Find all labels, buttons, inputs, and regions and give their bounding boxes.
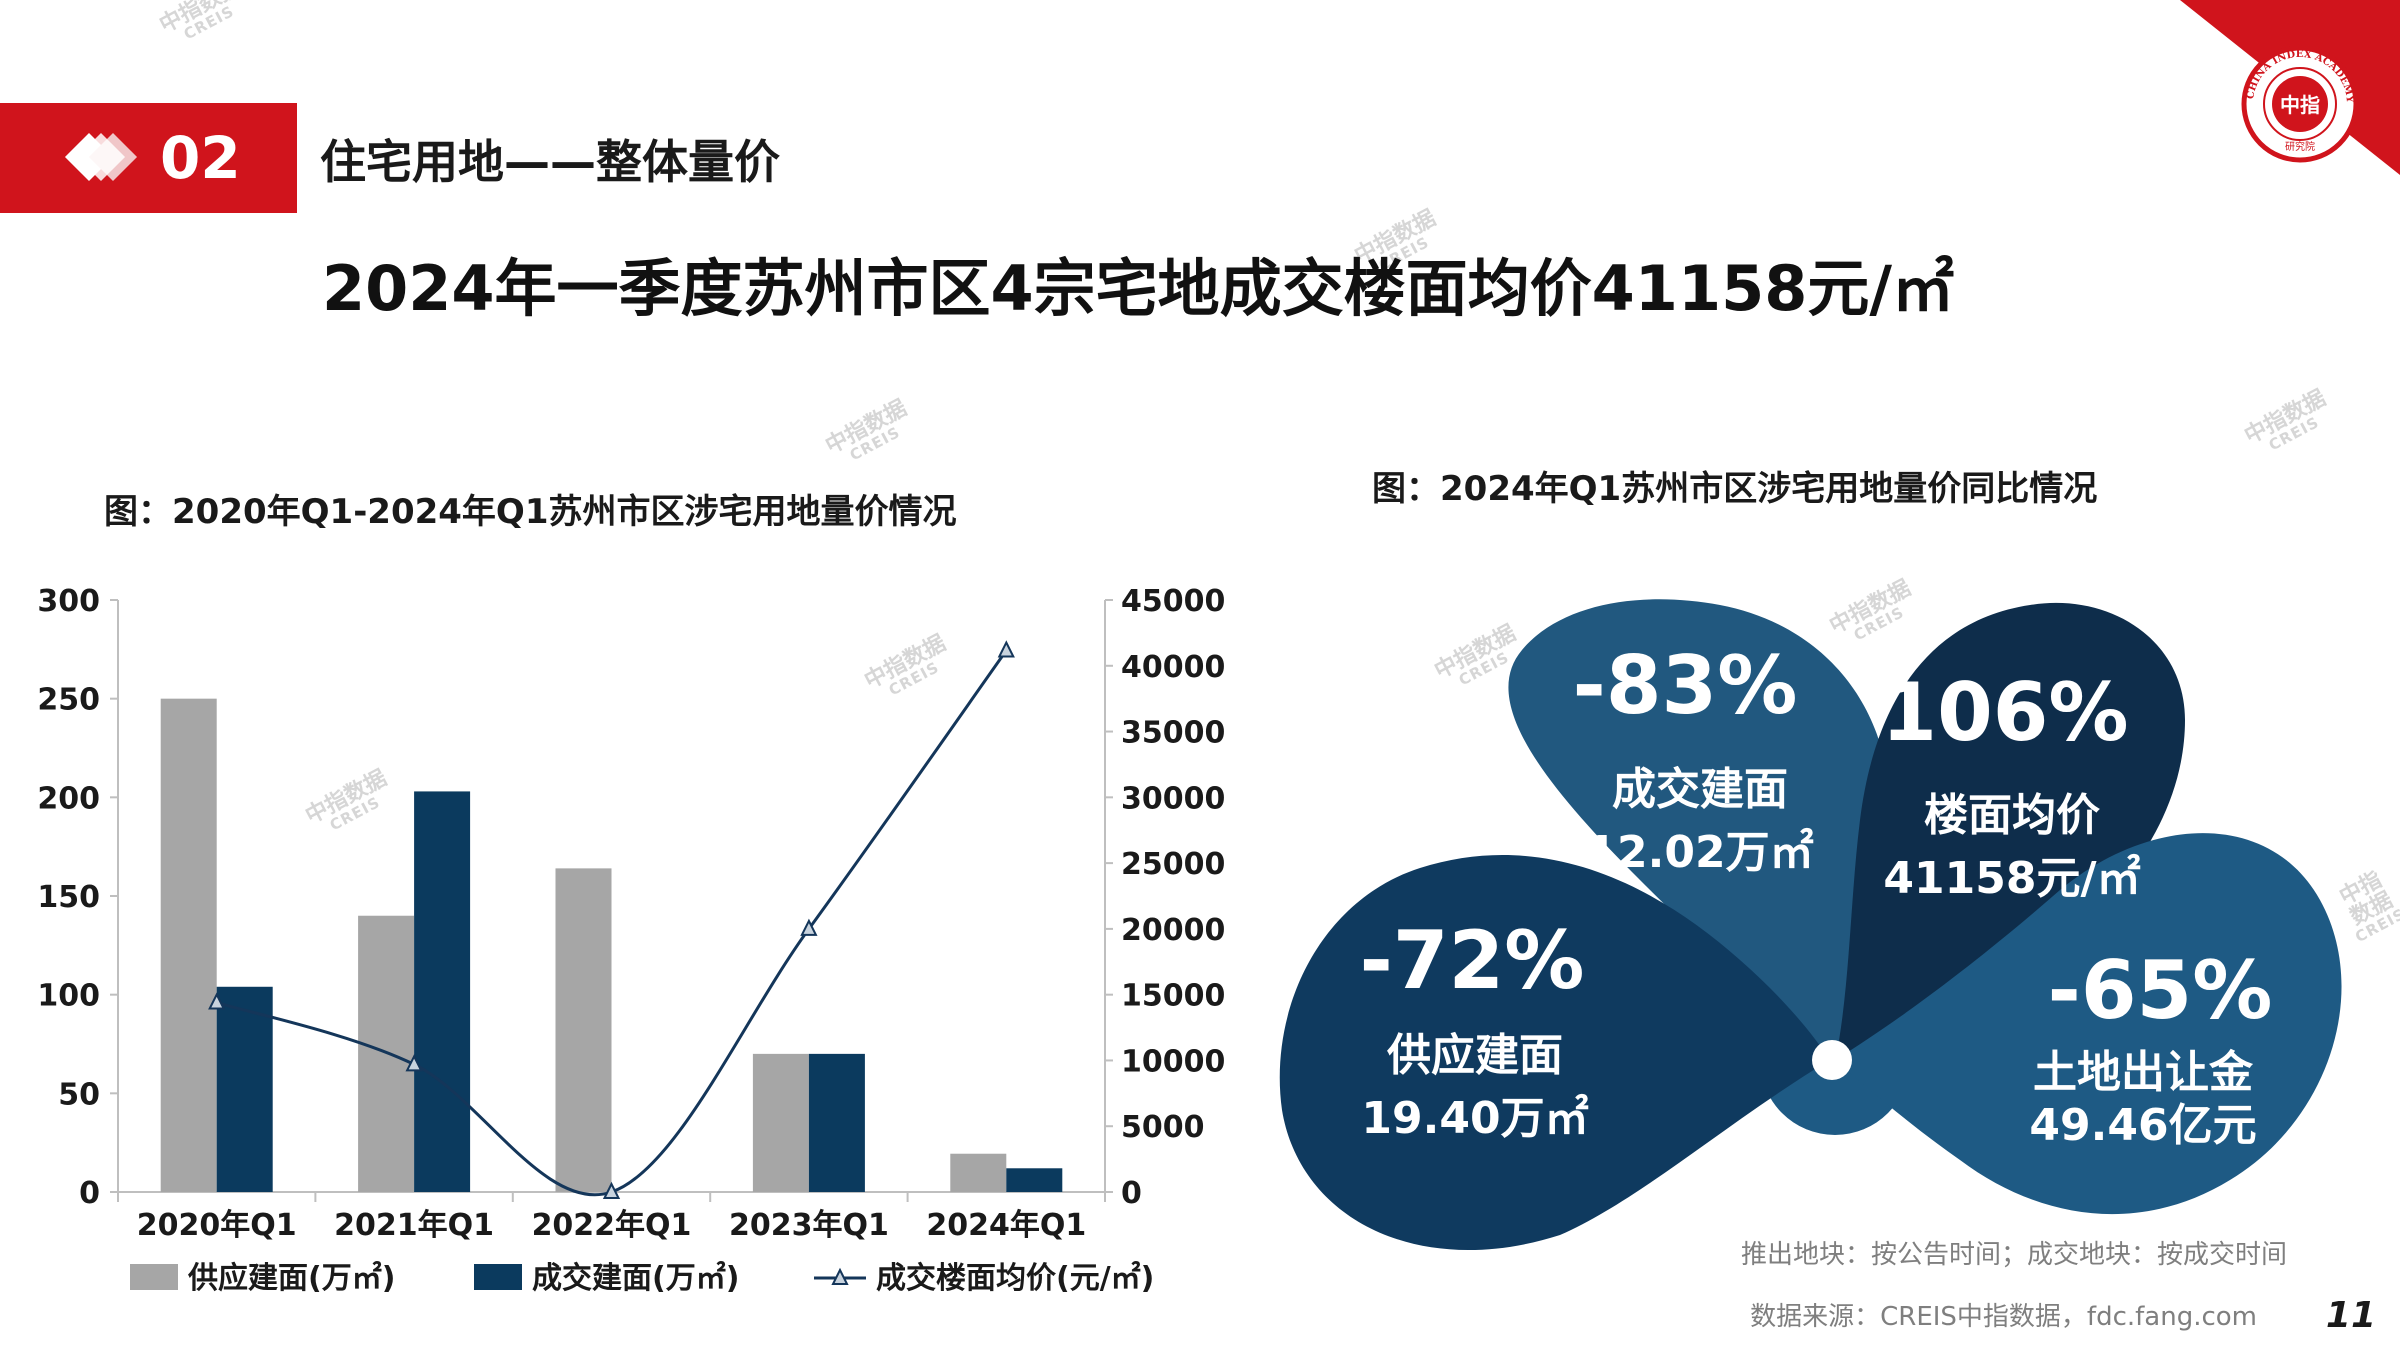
right-tick-label: 5000 [1121,1110,1205,1145]
petal-land-revenue [1835,833,2342,1215]
right-tick-label: 20000 [1121,913,1225,948]
section-number: 02 [160,124,241,192]
right-tick-label: 30000 [1121,781,1225,816]
right-tick-label: 40000 [1121,650,1225,685]
price-point [800,918,818,936]
left-tick-label: 150 [37,880,100,915]
petal-supply-area-amount: 19.40万㎡ [1361,1093,1588,1144]
left-tick-label: 200 [37,781,100,816]
logo-bottom-text: 研究院 [2285,140,2315,153]
x-tick-label: 2021年Q1 [334,1208,494,1243]
main-title: 2024年一季度苏州市区4宗宅地成交楼面均价41158元/㎡ [322,252,1954,325]
legend-swatch-deal [474,1264,522,1290]
left-tick-label: 250 [37,683,100,718]
price-point [997,640,1015,658]
academy-logo: CHINA INDEX ACADEMY 中指 研究院 [2241,45,2359,163]
price-point [208,992,226,1010]
legend-marker-price [831,1267,849,1285]
x-tick-label: 2023年Q1 [729,1208,889,1243]
bar-supply [752,1053,809,1192]
price-point [405,1054,423,1072]
right-tick-label: 0 [1121,1176,1142,1211]
price-point [602,1181,621,1199]
petal-deal-area-amount: 12.02万㎡ [1586,827,1813,878]
data-source: 数据来源：CREIS中指数据，fdc.fang.com [1750,1302,2257,1332]
x-tick-label: 2024年Q1 [926,1208,1086,1243]
legend-label-deal: 成交建面(万㎡) [532,1261,739,1296]
left-tick-label: 100 [37,979,100,1014]
petal-supply-area-label: 供应建面 [1387,1030,1563,1081]
legend-swatch-supply [130,1264,178,1290]
left-chart-title: 图：2020年Q1-2024年Q1苏州市区涉宅用地量价情况 [104,492,957,532]
legend-label-supply: 供应建面(万㎡) [187,1261,395,1296]
petal-land-revenue-value: -65% [2048,944,2273,1037]
petal-center-dot [1812,1040,1852,1080]
bar-deal [808,1053,865,1192]
right-tick-label: 45000 [1121,584,1225,619]
price-line [216,649,1008,1197]
bar-supply [950,1153,1007,1192]
section-tab [0,103,297,213]
right-tick-label: 25000 [1121,847,1225,882]
page-number: 11 [2325,1295,2376,1336]
bar-deal [1006,1168,1063,1192]
left-tick-label: 50 [58,1077,100,1112]
x-tick-label: 2022年Q1 [532,1208,692,1243]
diamond-icon [64,132,138,182]
left-tick-label: 300 [37,584,100,619]
bar-supply [555,868,612,1192]
bar-supply [160,698,217,1192]
petal-avg-price-label: 楼面均价 [1924,790,2100,841]
right-chart-title: 图：2024年Q1苏州市区涉宅用地量价同比情况 [1372,469,2097,509]
petal-deal-area [1508,599,1891,1062]
petal-supply-area [1279,855,1830,1251]
petal-land-revenue-label: 土地出让金 [2033,1047,2254,1098]
right-tick-label: 15000 [1121,979,1225,1014]
bar-deal [414,791,471,1192]
x-tick-label: 2020年Q1 [137,1208,297,1243]
petal-avg-price [1835,602,2185,1062]
petal-supply-area-value: -72% [1360,914,1585,1007]
right-tick-label: 10000 [1121,1044,1225,1079]
petal-deal-area-value: -83% [1573,639,1798,732]
petal-avg-price-amount: 41158元/㎡ [1883,853,2140,904]
right-tick-label: 35000 [1121,716,1225,751]
petal-avg-price-value: 106% [1881,666,2128,759]
section-title: 住宅用地——整体量价 [320,135,780,189]
petal-land-revenue-amount: 49.46亿元 [2029,1100,2256,1151]
legend-label-price: 成交楼面均价(元/㎡) [876,1261,1154,1296]
bar-deal [216,986,273,1192]
logo-center-text: 中指 [2280,93,2320,117]
petal-deal-area-label: 成交建面 [1612,764,1788,815]
footnote: 推出地块：按公告时间；成交地块：按成交时间 [1741,1240,2287,1270]
left-tick-label: 0 [79,1176,100,1211]
